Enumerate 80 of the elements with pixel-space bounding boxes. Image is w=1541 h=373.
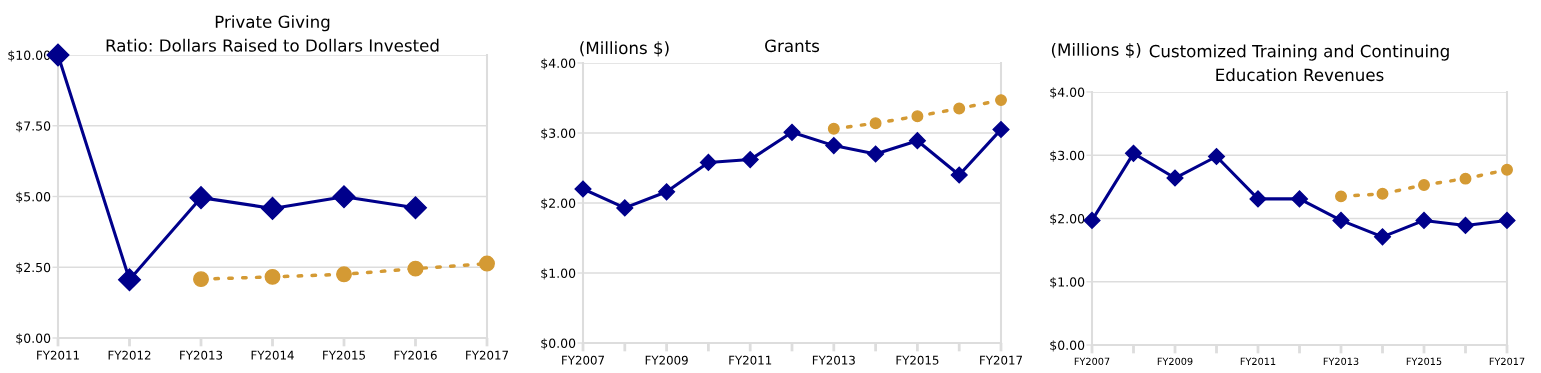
point	[950, 166, 968, 184]
point	[1249, 190, 1267, 208]
point	[1418, 179, 1430, 191]
y-tick-label: $2.00	[541, 198, 576, 210]
point	[1335, 190, 1347, 203]
point	[658, 183, 676, 201]
x-tick-label: FY2015	[896, 355, 939, 365]
point	[1459, 172, 1472, 185]
point	[336, 266, 352, 283]
y-tick-label: $0.00	[16, 333, 51, 345]
x-tick-label: FY2007	[1074, 357, 1110, 366]
x-tick-label: FY2013	[1323, 357, 1359, 366]
point	[616, 199, 634, 217]
y-tick-label: $2.00	[1050, 213, 1085, 226]
point	[1373, 228, 1392, 246]
point	[699, 153, 717, 171]
point	[1290, 190, 1309, 208]
point	[995, 94, 1007, 107]
point	[1456, 216, 1475, 235]
y-axis-title: (Millions $)	[580, 41, 669, 57]
x-tick-label: FY2011	[729, 355, 772, 365]
x-tick-label: FY2013	[812, 355, 855, 365]
point	[479, 255, 495, 272]
x-tick-label: FY2011	[1240, 357, 1276, 366]
x-tick-label: FY2009	[645, 355, 688, 365]
x-tick-label: FY2015	[323, 350, 365, 360]
point	[908, 132, 926, 150]
y-tick-label: $1.00	[1050, 277, 1085, 289]
y-tick-label: $1.00	[541, 268, 576, 280]
y-tick-label: $0.00	[541, 338, 576, 350]
x-tick-label: FY2017	[1489, 357, 1525, 366]
x-tick-label: FY2015	[1406, 357, 1442, 366]
point	[1083, 211, 1101, 229]
x-tick-label: FY2013	[180, 350, 223, 360]
point	[118, 268, 141, 292]
point	[992, 120, 1010, 139]
point	[574, 180, 592, 198]
point	[1376, 187, 1389, 200]
point	[867, 145, 885, 163]
point	[953, 102, 966, 115]
chart-title: Private Giving Ratio: Dollars Raised to Dollars Invested	[106, 15, 439, 52]
point	[1501, 163, 1513, 176]
point	[1498, 211, 1516, 229]
y-tick-label: $0.00	[1050, 340, 1085, 352]
x-tick-label: FY2011	[37, 350, 79, 360]
y-tick-label: $2.50	[16, 262, 51, 274]
y-tick-label: $4.00	[541, 58, 576, 70]
chart-title: Customized Training and Continuing Education Revenues	[1149, 44, 1449, 82]
x-tick-label: FY2014	[251, 350, 294, 360]
point	[1415, 211, 1433, 229]
point	[827, 122, 840, 135]
point	[869, 117, 882, 130]
point	[189, 186, 213, 210]
point	[407, 260, 424, 277]
point	[1166, 169, 1184, 187]
point	[264, 268, 281, 285]
x-tick-label: FY2017	[466, 350, 509, 360]
point	[783, 123, 801, 141]
chart-title: Grants	[765, 39, 820, 53]
point	[1207, 147, 1226, 166]
point	[825, 137, 843, 155]
x-tick-label: FY2016	[394, 350, 437, 360]
y-tick-label: $7.50	[16, 121, 51, 133]
point	[911, 110, 924, 123]
x-tick-label: FY2009	[1157, 357, 1193, 366]
point	[741, 151, 759, 169]
y-axis-title: (Millions $)	[1051, 42, 1141, 59]
y-tick-label: $3.00	[1050, 150, 1085, 162]
point	[261, 196, 284, 220]
point	[1332, 211, 1350, 229]
y-tick-label: $3.00	[541, 128, 576, 140]
x-tick-label: FY2012	[108, 350, 151, 360]
x-tick-label: FY2017	[980, 355, 1023, 365]
point	[332, 185, 356, 209]
point	[193, 271, 209, 288]
y-tick-label: $5.00	[16, 191, 51, 204]
point	[404, 196, 427, 220]
y-tick-label: $4.00	[1050, 87, 1085, 99]
point	[1124, 144, 1143, 162]
x-tick-label: FY2007	[562, 355, 605, 365]
